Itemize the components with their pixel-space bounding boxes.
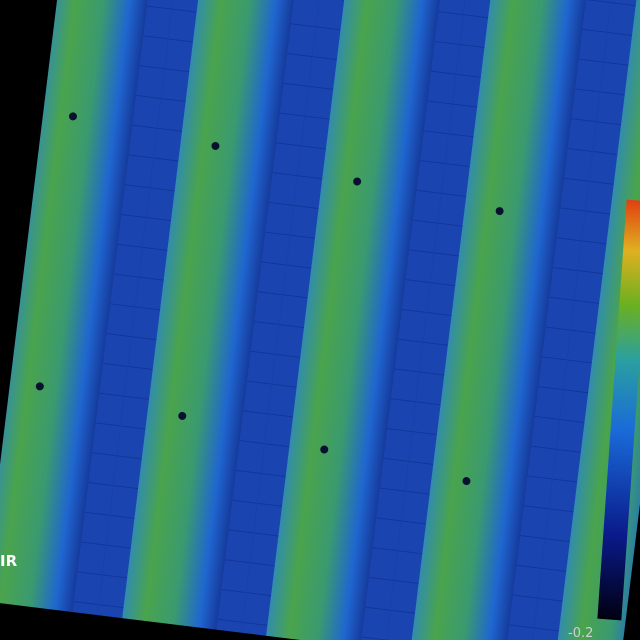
- logo: IR: [0, 552, 18, 570]
- color-scale: [597, 199, 640, 621]
- junction-dots: [35, 112, 504, 486]
- scale-min-label: -0.2: [568, 626, 593, 640]
